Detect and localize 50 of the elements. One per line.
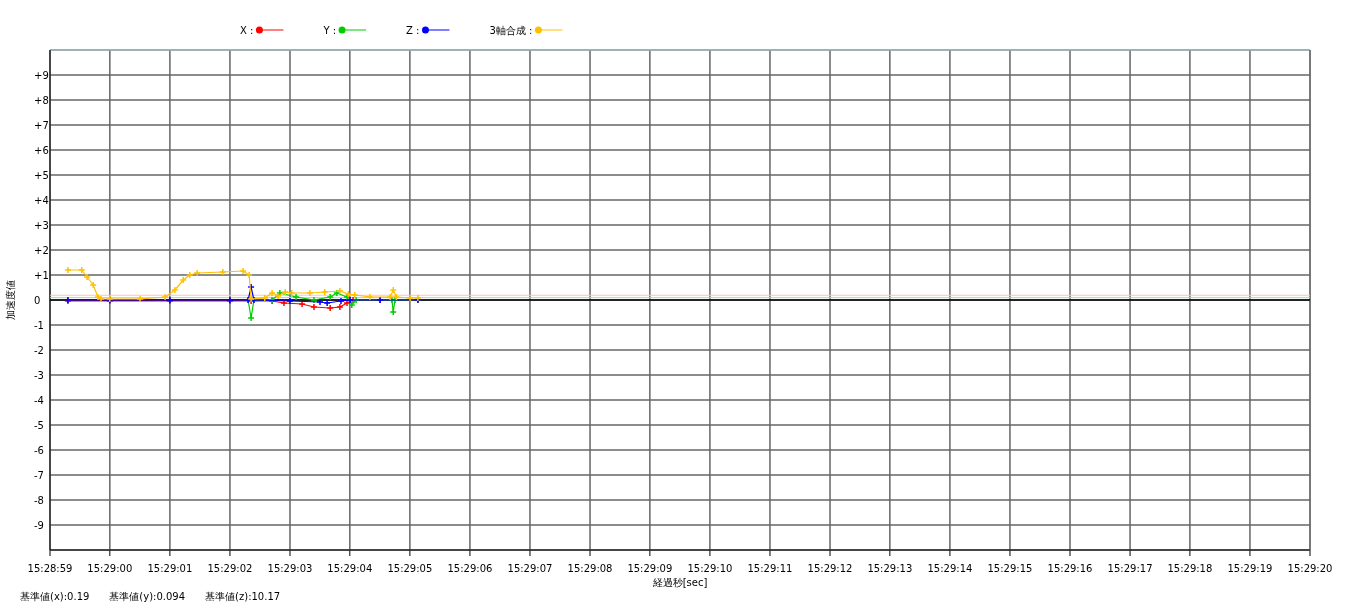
y-tick-label: +6 [34,145,49,156]
y-tick-label: -3 [34,370,44,381]
x-tick-label: 15:29:09 [627,563,673,574]
y-tick-label: +9 [34,70,49,81]
legend-label: X : [240,25,254,36]
y-tick-label: +3 [34,220,49,231]
x-tick-label: 15:29:01 [147,563,193,574]
y-tick-label: +2 [34,245,49,256]
x-tick-label: 15:29:00 [87,563,133,574]
y-tick-label: -8 [34,495,44,506]
legend-label: 3軸合成 : [489,25,533,36]
y-tick-label: -6 [34,445,44,456]
x-tick-label: 15:29:06 [447,563,493,574]
x-tick-label: 15:29:14 [927,563,973,574]
y-tick-label: +7 [34,120,49,131]
x-tick-label: 15:29:03 [267,563,313,574]
x-tick-label: 15:29:11 [747,563,793,574]
y-tick-label: +5 [34,170,49,181]
y-tick-label: +4 [34,195,49,206]
x-tick-label: 15:29:05 [387,563,433,574]
x-tick-label: 15:29:20 [1287,563,1333,574]
x-tick-label: 15:29:16 [1047,563,1093,574]
y-axis-title: 加速度値 [5,280,16,320]
x-tick-label: 15:29:18 [1167,563,1213,574]
text: 基準値(x):0.19 [20,591,90,602]
y-tick-label: +8 [34,95,49,106]
text: 基準値(y):0.094 [109,591,186,602]
x-tick-label: 15:29:13 [867,563,913,574]
y-tick-label: +1 [34,270,49,281]
x-tick-label: 15:29:17 [1107,563,1153,574]
x-tick-label: 15:29:02 [207,563,253,574]
x-tick-label: 15:29:07 [507,563,553,574]
y-tick-label: -5 [34,420,44,431]
x-tick-label: 15:29:12 [807,563,853,574]
x-axis-title: 経過秒[sec] [651,577,708,588]
y-tick-label: -2 [34,345,44,356]
y-tick-label: -9 [34,520,44,531]
x-tick-label: 15:29:19 [1227,563,1273,574]
y-tick-label: -1 [34,320,44,331]
x-tick-label: 15:29:08 [567,563,613,574]
legend-label: Z : [406,25,420,36]
text: 基準値(z):10.17 [205,591,281,602]
y-tick-label: 0 [34,295,41,306]
legend-label: Y : [322,25,337,36]
x-tick-label: 15:29:10 [687,563,733,574]
y-tick-label: -4 [34,395,44,406]
x-tick-label: 15:28:59 [27,563,73,574]
x-tick-label: 15:29:04 [327,563,373,574]
x-tick-label: 15:29:15 [987,563,1033,574]
y-tick-label: -7 [34,470,44,481]
